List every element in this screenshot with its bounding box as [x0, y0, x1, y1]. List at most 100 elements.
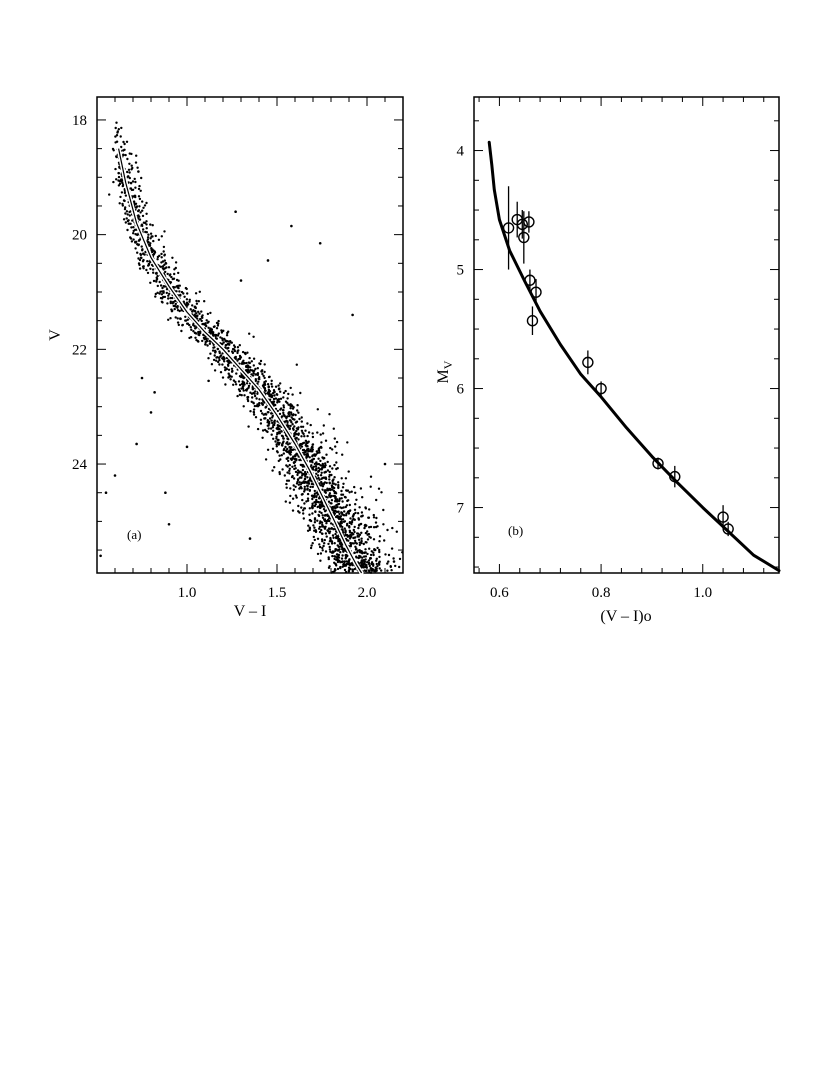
main-sequence-star [358, 549, 361, 552]
main-sequence-star [360, 541, 363, 545]
panel-a-y-tick-label: 20 [72, 228, 87, 244]
main-sequence-star [234, 383, 238, 386]
main-sequence-star [318, 525, 322, 529]
main-sequence-star [164, 261, 167, 265]
main-sequence-star [330, 571, 333, 574]
main-sequence-star [352, 536, 356, 540]
main-sequence-star [289, 411, 293, 414]
main-sequence-star [242, 405, 245, 408]
data-point [523, 216, 535, 228]
main-sequence-star [306, 422, 309, 425]
main-sequence-star [341, 486, 345, 489]
main-sequence-star [344, 557, 347, 560]
main-sequence-star [291, 474, 294, 478]
main-sequence-star [178, 284, 181, 287]
main-sequence-star [291, 427, 295, 430]
main-sequence-star [311, 443, 314, 446]
data-point [518, 231, 530, 244]
main-sequence-star [130, 164, 133, 167]
main-sequence-star [294, 413, 297, 417]
main-sequence-star [342, 548, 345, 552]
main-sequence-star [149, 242, 152, 245]
main-sequence-star [297, 433, 300, 436]
main-sequence-star [357, 517, 360, 520]
main-sequence-star [316, 519, 319, 522]
main-sequence-star [271, 447, 275, 450]
main-sequence-star [118, 182, 122, 186]
main-sequence-star [321, 516, 325, 519]
main-sequence-star [337, 559, 340, 562]
main-sequence-star [289, 449, 292, 452]
main-sequence-star [168, 292, 171, 295]
main-sequence-star [163, 267, 167, 270]
main-sequence-star [263, 363, 266, 366]
main-sequence-star [321, 514, 324, 517]
main-sequence-star [367, 533, 370, 536]
main-sequence-star [350, 542, 354, 545]
main-sequence-star [295, 482, 299, 485]
main-sequence-star [297, 455, 300, 458]
main-sequence-star [219, 371, 223, 374]
main-sequence-star [301, 509, 305, 512]
main-sequence-star [295, 429, 298, 433]
main-sequence-star [286, 424, 289, 428]
main-sequence-star [176, 305, 179, 308]
main-sequence-star [212, 331, 215, 334]
main-sequence-star [128, 222, 131, 225]
main-sequence-star [298, 481, 301, 484]
main-sequence-star [161, 286, 164, 290]
main-sequence-star [308, 456, 311, 459]
main-sequence-star [311, 455, 314, 458]
main-sequence-star [339, 551, 342, 554]
panel-b-x-tick-label: 1.0 [693, 585, 712, 601]
main-sequence-star [296, 478, 300, 482]
main-sequence-star [127, 168, 131, 171]
main-sequence-star [249, 368, 252, 372]
main-sequence-star [314, 510, 317, 514]
main-sequence-star [342, 562, 345, 566]
main-sequence-star [384, 553, 387, 556]
main-sequence-star [349, 517, 352, 520]
panel-b-fit-line [487, 140, 781, 573]
main-sequence-star [221, 363, 224, 366]
main-sequence-star [151, 268, 155, 271]
main-sequence-star [195, 314, 199, 318]
main-sequence-star [246, 366, 249, 369]
main-sequence-star [340, 521, 343, 525]
main-sequence-star [279, 382, 282, 385]
main-sequence-star [290, 446, 293, 449]
main-sequence-star [322, 544, 325, 548]
main-sequence-star [284, 389, 287, 393]
main-sequence-star [256, 392, 259, 395]
main-sequence-star [217, 360, 220, 364]
main-sequence-star [145, 220, 148, 223]
main-sequence-star [124, 221, 128, 224]
main-sequence-star [361, 514, 364, 517]
main-sequence-star [318, 522, 321, 525]
field-star [290, 224, 293, 228]
main-sequence-star [320, 481, 323, 485]
main-sequence-star [132, 200, 136, 203]
main-sequence-star [297, 504, 300, 508]
main-sequence-star [300, 463, 304, 467]
main-sequence-star [185, 298, 189, 301]
main-sequence-star [342, 520, 346, 523]
main-sequence-star [222, 341, 225, 344]
main-sequence-star [212, 358, 216, 362]
main-sequence-star [294, 454, 297, 458]
main-sequence-star [163, 263, 166, 266]
main-sequence-star [195, 302, 199, 305]
main-sequence-star [270, 382, 273, 386]
main-sequence-star [238, 393, 242, 396]
main-sequence-star [213, 354, 216, 357]
main-sequence-star [281, 442, 284, 446]
main-sequence-star [328, 545, 331, 549]
main-sequence-star [274, 403, 277, 407]
main-sequence-star [324, 532, 328, 535]
main-sequence-star [375, 562, 378, 566]
main-sequence-star [283, 474, 286, 477]
main-sequence-star [223, 360, 226, 363]
main-sequence-star [236, 350, 239, 353]
main-sequence-star [284, 445, 287, 449]
main-sequence-star [226, 340, 229, 343]
